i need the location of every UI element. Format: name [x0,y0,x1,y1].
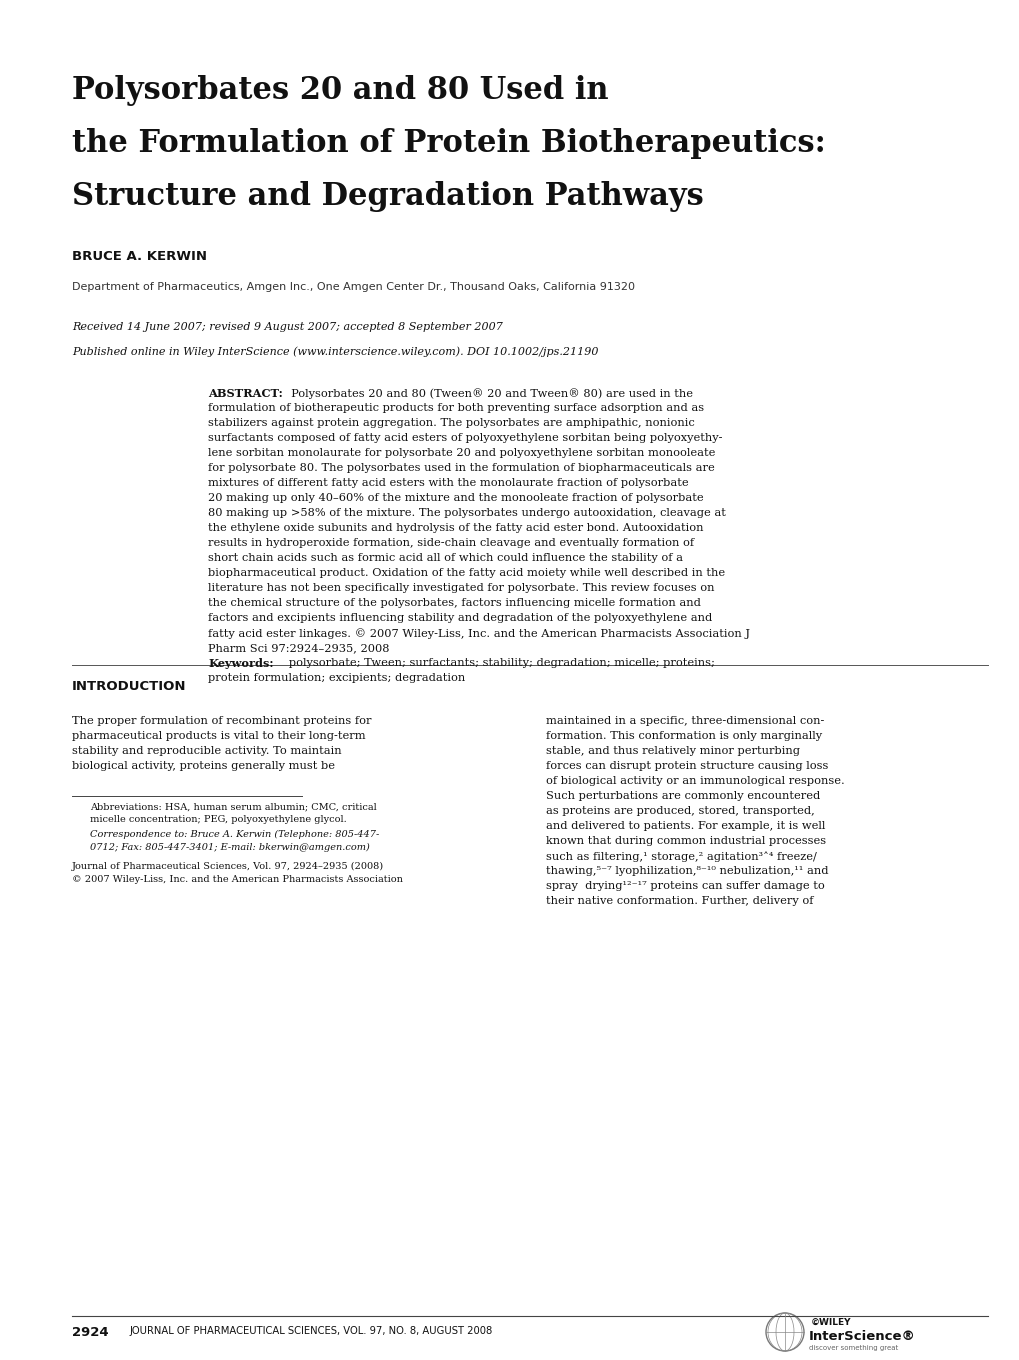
Text: 80 making up >58% of the mixture. The polysorbates undergo autooxidation, cleava: 80 making up >58% of the mixture. The po… [208,509,726,518]
Text: maintained in a specific, three-dimensional con-: maintained in a specific, three-dimensio… [545,715,823,726]
Text: Polysorbates 20 and 80 (Tween® 20 and Tween® 80) are used in the: Polysorbates 20 and 80 (Tween® 20 and Tw… [283,388,692,398]
Text: protein formulation; excipients; degradation: protein formulation; excipients; degrada… [208,673,465,683]
Text: for polysorbate 80. The polysorbates used in the formulation of biopharmaceutica: for polysorbate 80. The polysorbates use… [208,462,714,473]
Text: such as filtering,¹ storage,² agitation³˄⁴ freeze/: such as filtering,¹ storage,² agitation³… [545,851,816,861]
Text: forces can disrupt protein structure causing loss: forces can disrupt protein structure cau… [545,762,827,771]
Text: Correspondence to: Bruce A. Kerwin (Telephone: 805-447-: Correspondence to: Bruce A. Kerwin (Tele… [90,830,379,839]
Text: and delivered to patients. For example, it is well: and delivered to patients. For example, … [545,821,824,831]
Text: Received 14 June 2007; revised 9 August 2007; accepted 8 September 2007: Received 14 June 2007; revised 9 August … [72,322,502,332]
Text: biopharmaceutical product. Oxidation of the fatty acid moiety while well describ: biopharmaceutical product. Oxidation of … [208,568,725,578]
Text: formation. This conformation is only marginally: formation. This conformation is only mar… [545,732,821,741]
Text: © 2007 Wiley-Liss, Inc. and the American Pharmacists Association: © 2007 Wiley-Liss, Inc. and the American… [72,874,403,884]
Text: lene sorbitan monolaurate for polysorbate 20 and polyoxyethylene sorbitan monool: lene sorbitan monolaurate for polysorbat… [208,447,714,458]
Text: stable, and thus relatively minor perturbing: stable, and thus relatively minor pertur… [545,747,799,756]
Text: results in hydroperoxide formation, side-chain cleavage and eventually formation: results in hydroperoxide formation, side… [208,539,694,548]
Text: stabilizers against protein aggregation. The polysorbates are amphipathic, nonio: stabilizers against protein aggregation.… [208,418,694,428]
Text: Keywords:: Keywords: [208,658,273,669]
Text: Journal of Pharmaceutical Sciences, Vol. 97, 2924–2935 (2008): Journal of Pharmaceutical Sciences, Vol.… [72,862,384,870]
Text: their native conformation. Further, delivery of: their native conformation. Further, deli… [545,896,813,906]
Text: JOURNAL OF PHARMACEUTICAL SCIENCES, VOL. 97, NO. 8, AUGUST 2008: JOURNAL OF PHARMACEUTICAL SCIENCES, VOL.… [129,1326,493,1336]
Text: biological activity, proteins generally must be: biological activity, proteins generally … [72,762,334,771]
Text: Pharm Sci 97:2924–2935, 2008: Pharm Sci 97:2924–2935, 2008 [208,643,389,653]
Text: Department of Pharmaceutics, Amgen Inc., One Amgen Center Dr., Thousand Oaks, Ca: Department of Pharmaceutics, Amgen Inc.,… [72,282,635,292]
Text: the Formulation of Protein Biotherapeutics:: the Formulation of Protein Biotherapeuti… [72,128,825,159]
Text: known that during common industrial processes: known that during common industrial proc… [545,836,825,846]
Text: short chain acids such as formic acid all of which could influence the stability: short chain acids such as formic acid al… [208,554,683,563]
Text: Abbreviations: HSA, human serum albumin; CMC, critical: Abbreviations: HSA, human serum albumin;… [90,802,376,811]
Text: spray  drying¹²⁻¹⁷ proteins can suffer damage to: spray drying¹²⁻¹⁷ proteins can suffer da… [545,881,824,891]
Text: polysorbate; Tween; surfactants; stability; degradation; micelle; proteins;: polysorbate; Tween; surfactants; stabili… [278,658,714,668]
Text: The proper formulation of recombinant proteins for: The proper formulation of recombinant pr… [72,715,371,726]
Text: fatty acid ester linkages. © 2007 Wiley-Liss, Inc. and the American Pharmacists : fatty acid ester linkages. © 2007 Wiley-… [208,628,749,639]
Text: as proteins are produced, stored, transported,: as proteins are produced, stored, transp… [545,806,814,816]
Text: InterScience®: InterScience® [808,1330,915,1344]
Text: the ethylene oxide subunits and hydrolysis of the fatty acid ester bond. Autooxi: the ethylene oxide subunits and hydrolys… [208,524,703,533]
Text: pharmaceutical products is vital to their long-term: pharmaceutical products is vital to thei… [72,732,365,741]
Text: discover something great: discover something great [808,1345,898,1350]
Text: stability and reproducible activity. To maintain: stability and reproducible activity. To … [72,747,341,756]
Text: 0712; Fax: 805-447-3401; E-mail: bkerwin@amgen.com): 0712; Fax: 805-447-3401; E-mail: bkerwin… [90,843,370,851]
Text: 2924: 2924 [72,1326,108,1340]
Text: factors and excipients influencing stability and degradation of the polyoxyethyl: factors and excipients influencing stabi… [208,613,711,623]
Text: Polysorbates 20 and 80 Used in: Polysorbates 20 and 80 Used in [72,75,608,106]
Text: Structure and Degradation Pathways: Structure and Degradation Pathways [72,181,703,212]
Text: formulation of biotherapeutic products for both preventing surface adsorption an: formulation of biotherapeutic products f… [208,403,703,413]
Text: thawing,⁵⁻⁷ lyophilization,⁸⁻¹⁰ nebulization,¹¹ and: thawing,⁵⁻⁷ lyophilization,⁸⁻¹⁰ nebuliza… [545,866,827,876]
Text: INTRODUCTION: INTRODUCTION [72,680,186,694]
Text: Published online in Wiley InterScience (www.interscience.wiley.com). DOI 10.1002: Published online in Wiley InterScience (… [72,345,598,356]
Text: mixtures of different fatty acid esters with the monolaurate fraction of polysor: mixtures of different fatty acid esters … [208,477,688,488]
Text: 20 making up only 40–60% of the mixture and the monooleate fraction of polysorba: 20 making up only 40–60% of the mixture … [208,494,703,503]
Text: ABSTRACT:: ABSTRACT: [208,388,282,398]
Text: ©WILEY: ©WILEY [810,1318,851,1327]
Text: Such perturbations are commonly encountered: Such perturbations are commonly encounte… [545,792,819,801]
Text: micelle concentration; PEG, polyoxyethylene glycol.: micelle concentration; PEG, polyoxyethyl… [90,815,346,824]
Text: literature has not been specifically investigated for polysorbate. This review f: literature has not been specifically inv… [208,583,713,593]
Text: BRUCE A. KERWIN: BRUCE A. KERWIN [72,250,207,262]
Text: of biological activity or an immunological response.: of biological activity or an immunologic… [545,777,844,786]
Text: the chemical structure of the polysorbates, factors influencing micelle formatio: the chemical structure of the polysorbat… [208,598,700,608]
Text: surfactants composed of fatty acid esters of polyoxyethylene sorbitan being poly: surfactants composed of fatty acid ester… [208,432,721,443]
